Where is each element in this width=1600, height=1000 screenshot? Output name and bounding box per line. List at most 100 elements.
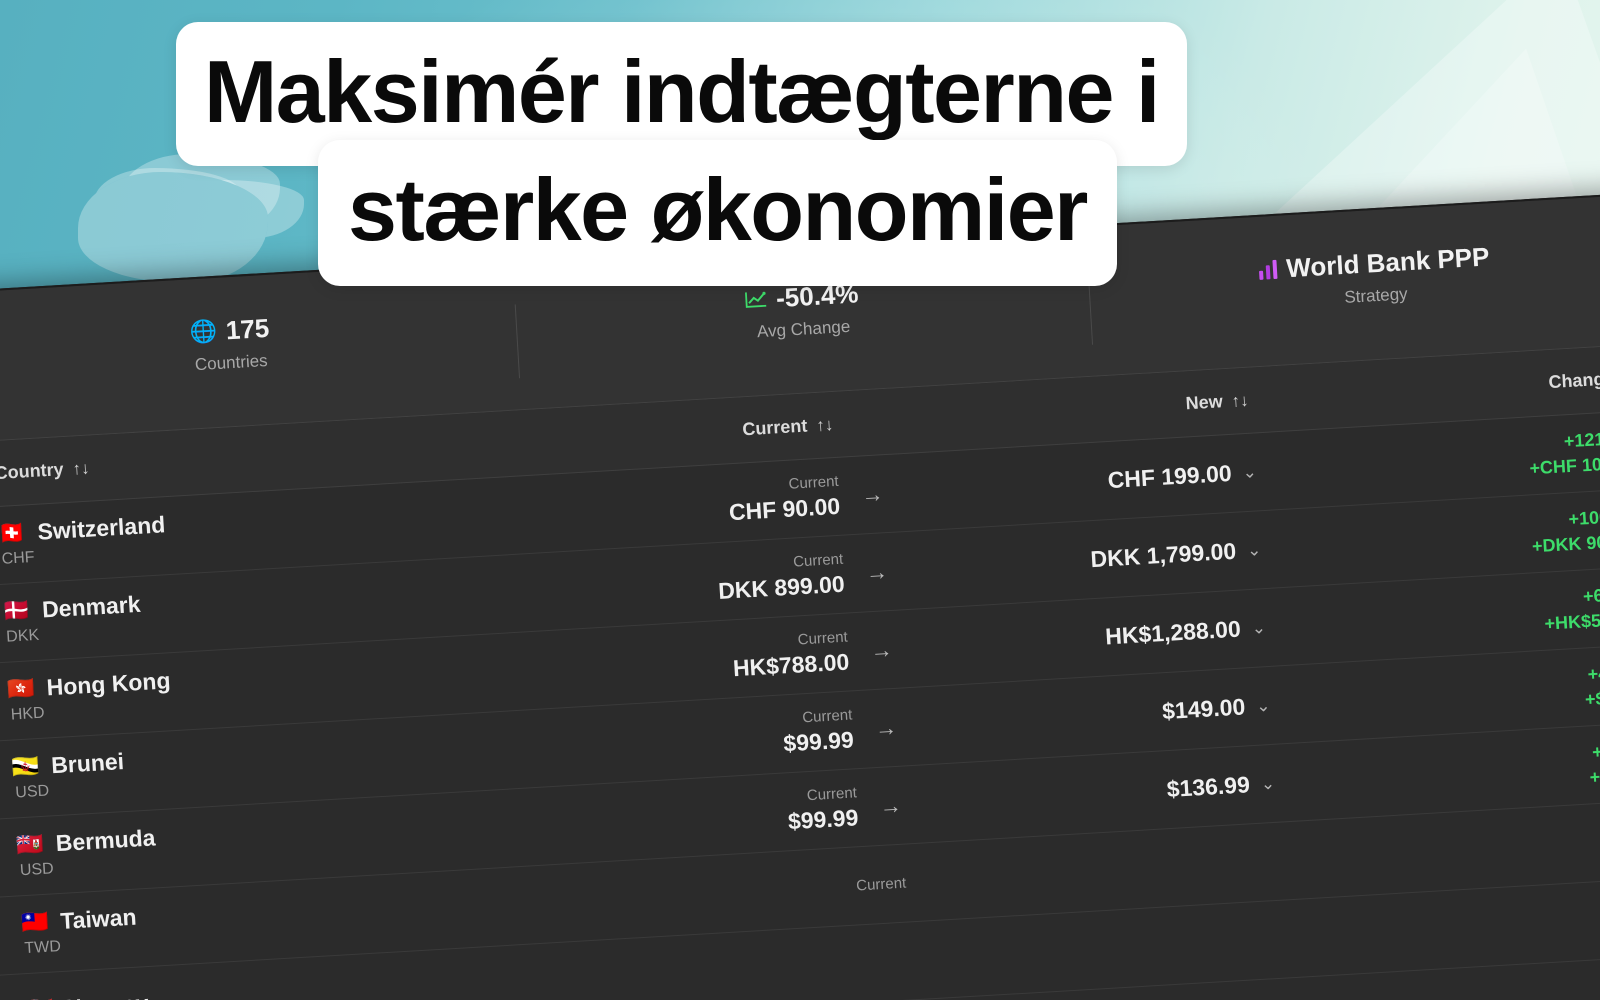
cell-country: 🇹🇼 Taiwan TWD [20, 887, 442, 959]
current-price-value: HK$788.00 [732, 648, 850, 682]
chevron-down-icon[interactable]: ⌄ [1251, 617, 1267, 638]
sort-icon[interactable]: ↑↓ [1231, 390, 1250, 411]
country-name: Bermuda [55, 824, 157, 857]
change-absolute [1309, 839, 1600, 859]
current-price-value: $99.99 [782, 726, 855, 757]
flag-icon: 🇧🇳 [11, 753, 40, 780]
arrow-right-icon: → [865, 558, 889, 585]
cell-current-price: Current [440, 871, 940, 920]
bar-chart-icon [1258, 259, 1278, 280]
cell-current-price: Current $99.99 → [435, 779, 937, 856]
cell-new-price[interactable]: DKK 1,799.00 ⌄ [921, 534, 1292, 583]
pricing-panel-wrapper: 🌐 175 Countries - [0, 191, 1600, 1000]
cell-current-price: Current CHF 90.00 → [417, 468, 919, 545]
change-percent [1314, 917, 1600, 937]
new-price-value: HK$1,288.00 [1104, 615, 1242, 650]
column-header-country[interactable]: Country ↑↓ [0, 439, 415, 485]
current-price-value: $99.99 [787, 804, 860, 835]
line-chart-icon [745, 290, 768, 309]
cell-current-price: Current HK$788.00 → [426, 623, 928, 700]
cell-country: 🇧🇳 Brunei USD [11, 731, 433, 803]
chevron-down-icon[interactable]: ⌄ [1260, 773, 1276, 794]
cell-new-price[interactable]: $149.00 ⌄ [930, 690, 1301, 739]
cell-change: +49.0% +$49.01 [1299, 659, 1600, 728]
stat-avg-change: -50.4% Avg Change [515, 267, 1091, 356]
new-price-value: $149.00 [1161, 693, 1246, 725]
change-absolute [1314, 917, 1600, 937]
headline-text-2: stærke økonomier [318, 140, 1117, 286]
current-price-stack: Current DKK 899.00 [716, 550, 845, 606]
stat-countries: 🌐 175 Countries [0, 300, 518, 389]
cell-country: 🇨🇭 Switzerland CHF [0, 497, 420, 569]
cell-country: 🇭🇰 Hong Kong HKD [7, 653, 429, 725]
country-name: Brunei [50, 747, 125, 779]
cell-new-price[interactable] [940, 859, 1309, 881]
cell-new-price[interactable]: $136.99 ⌄ [935, 768, 1306, 817]
headline-line-2: stærke økonomier [318, 140, 1117, 286]
flag-icon: 🇩🇰 [2, 597, 31, 624]
flag-icon: 🇹🇼 [20, 908, 50, 936]
sort-icon[interactable]: ↑↓ [815, 414, 834, 435]
country-name-row: 🇳🇴Norway [25, 974, 446, 1000]
current-price-stack: Current $99.99 [786, 784, 859, 836]
new-price-value: DKK 1,799.00 [1089, 537, 1237, 573]
stat-avg-change-value-row: -50.4% [515, 267, 1089, 326]
arrow-right-icon: → [878, 792, 903, 819]
arrow-right-icon: → [860, 480, 885, 507]
current-price-stack: Current CHF 90.00 [727, 472, 841, 527]
cell-change: +100.1% +DKK 900.00 [1290, 503, 1600, 572]
column-header-new[interactable]: New ↑↓ [913, 388, 1284, 431]
change-percent [1309, 839, 1600, 859]
chevron-down-icon[interactable]: ⌄ [1246, 539, 1262, 560]
cell-change [1314, 917, 1600, 937]
cell-new-price[interactable]: HK$1,288.00 ⌄ [926, 612, 1297, 661]
flag-icon: 🇨🇭 [0, 519, 27, 546]
country-name: Taiwan [59, 903, 138, 934]
new-price-value: CHF 199.00 [1106, 459, 1233, 494]
arrow-right-icon: → [869, 636, 894, 663]
cell-country: 🇳🇴Norway [25, 974, 446, 1000]
country-name: Switzerland [36, 511, 166, 545]
column-header-new-label: New [1185, 391, 1224, 414]
pricing-panel: 🌐 175 Countries - [0, 191, 1600, 1000]
cell-country: 🇩🇰 Denmark DKK [2, 575, 424, 647]
cell-change: +37.0% +$37.00 [1304, 737, 1600, 806]
cell-change: +63.5% +HK$500.00 [1294, 581, 1600, 650]
column-header-current-label: Current [741, 415, 808, 440]
chevron-down-icon[interactable]: ⌄ [1255, 695, 1271, 716]
stat-strategy: World Bank PPP Strategy [1087, 233, 1600, 322]
current-caption: Current [855, 874, 907, 895]
cell-change: +121.1% +CHF 109.00 [1285, 425, 1600, 494]
chevron-down-icon[interactable]: ⌄ [1241, 461, 1258, 482]
current-price-value: CHF 90.00 [728, 492, 841, 526]
column-header-current[interactable]: Current ↑↓ [413, 409, 913, 459]
column-header-change-label: Change [1547, 368, 1600, 393]
flag-icon: 🇭🇰 [6, 675, 36, 702]
column-header-country-label: Country [0, 459, 65, 484]
cell-current-price: Current $99.99 → [430, 701, 932, 778]
current-price-value: DKK 899.00 [717, 570, 846, 604]
cell-current-price: Current DKK 899.00 → [421, 546, 923, 623]
current-price-stack: Current $99.99 [781, 706, 855, 758]
current-price-stack: Current HK$788.00 [731, 628, 850, 683]
new-price-value: $136.99 [1165, 771, 1251, 803]
flag-icon: 🇧🇲 [15, 830, 45, 858]
stat-strategy-value: World Bank PPP [1285, 241, 1491, 284]
sort-icon[interactable]: ↑↓ [71, 458, 91, 479]
country-name: Norway [65, 990, 149, 1000]
cell-change [1309, 839, 1600, 859]
globe-icon: 🌐 [188, 317, 218, 345]
stat-countries-value: 175 [225, 312, 271, 346]
cell-new-price[interactable]: CHF 199.00 ⌄ [917, 457, 1288, 506]
column-header-change[interactable]: Change ↓ [1282, 367, 1600, 408]
arrow-right-icon: → [874, 714, 898, 741]
cell-current-price [446, 959, 945, 988]
summary-stats-bar: 🌐 175 Countries - [0, 193, 1600, 444]
country-name: Denmark [41, 590, 142, 623]
country-name: Hong Kong [45, 667, 172, 701]
cell-country: 🇧🇲 Bermuda USD [16, 809, 438, 881]
landmass-iceland [78, 172, 268, 282]
cell-new-price[interactable] [945, 937, 1314, 959]
pricing-table-rows: 🇨🇭 Switzerland CHF Current CHF 90.00 → CHF 199… [0, 409, 1600, 1000]
